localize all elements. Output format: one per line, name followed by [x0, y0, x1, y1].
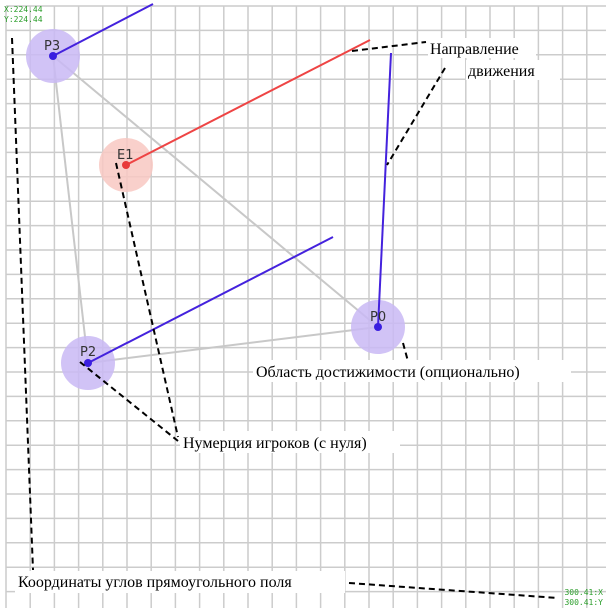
direction-p2 [87, 236, 334, 364]
dot-e1 [122, 161, 130, 169]
callout-numbering-e1 [115, 162, 179, 438]
label-p3: P3 [44, 39, 60, 54]
corner-coordinates: X:224.44 Y:224.44 300.41:X 300.41:Y [4, 5, 603, 607]
direction-e1 [125, 39, 371, 166]
link-p3-p2 [52, 55, 89, 364]
bg-direction-1 [428, 38, 536, 58]
annotation-corners: Координаты углов прямоугольного поля [18, 574, 292, 591]
dot-p2 [84, 359, 92, 367]
direction-p3 [52, 3, 154, 57]
callout-reach-area [402, 342, 410, 366]
link-p2-p0 [87, 326, 379, 364]
dot-p3 [49, 52, 57, 60]
dot-p0 [374, 323, 382, 331]
label-e1: E1 [117, 148, 134, 163]
direction-vectors [52, 3, 392, 364]
reach-areas [26, 29, 405, 390]
annotation-direction-line2: движения [468, 63, 535, 80]
label-p2: P2 [80, 345, 96, 360]
label-p0: P0 [370, 310, 386, 325]
background-grid [5, 5, 606, 608]
annotations: Направление движения Область достижимост… [15, 38, 571, 593]
annotation-reach-area: Область достижимости (опционально) [256, 364, 520, 381]
annotation-numbering: Нумерция игроков (с нуля) [183, 435, 367, 452]
coord-bottom-right-x: 300.41:X [564, 588, 603, 597]
callout-lines [11, 37, 559, 599]
callout-corner-top-left [11, 37, 34, 571]
annotation-direction-line1: Направление [430, 41, 519, 58]
player-links [52, 55, 379, 364]
coord-top-left-x: X:224.44 [4, 5, 43, 14]
entity-labels: P0 P2 P3 E1 [44, 39, 386, 360]
callout-numbering-p2 [79, 361, 179, 442]
bg-corners [15, 571, 345, 593]
callout-corner-bottom-right [348, 582, 559, 599]
link-p3-p0 [52, 55, 379, 328]
bg-reach-area [253, 360, 571, 382]
bg-direction-2 [466, 60, 560, 80]
callout-direction-2 [386, 67, 446, 166]
bg-numbering [180, 431, 400, 453]
callout-direction-1 [351, 41, 427, 52]
coord-bottom-right-y: 300.41:Y [564, 598, 603, 607]
entity-dots [49, 52, 382, 367]
direction-p0 [377, 52, 392, 328]
coord-top-left-y: Y:224.44 [4, 15, 43, 24]
